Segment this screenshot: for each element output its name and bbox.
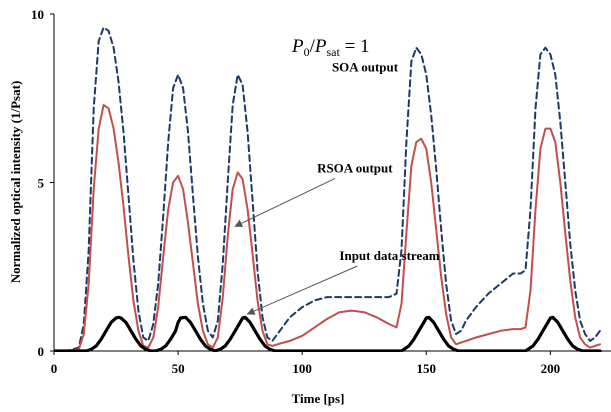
x-tick-label: 50 bbox=[172, 361, 185, 376]
formula-label: P0/Psat = 1 bbox=[291, 36, 370, 59]
y-axis-title: Normalized optical intensity (1/Psat) bbox=[8, 81, 23, 284]
y-tick-label: 5 bbox=[38, 176, 45, 191]
y-tick-label: 10 bbox=[31, 7, 44, 22]
annotation-input-data-stream: Input data stream bbox=[339, 248, 439, 263]
series-line-rsoa-output bbox=[54, 105, 600, 351]
arrow-rsoa-output bbox=[235, 178, 335, 226]
x-axis-title: Time [ps] bbox=[292, 391, 345, 406]
x-ticks: 0 50 100 150 200 bbox=[51, 351, 560, 376]
series-layer bbox=[54, 28, 600, 352]
x-tick-label: 0 bbox=[51, 361, 58, 376]
series-line-soa-output bbox=[54, 28, 600, 352]
x-tick-label: 200 bbox=[541, 361, 561, 376]
annotation-soa-output: SOA output bbox=[332, 59, 399, 74]
x-tick-label: 100 bbox=[292, 361, 312, 376]
series-line-input-data-stream bbox=[54, 317, 600, 351]
annotation-rsoa-output: RSOA output bbox=[317, 160, 393, 175]
y-ticks: 0 5 10 bbox=[31, 7, 54, 359]
y-tick-label: 0 bbox=[38, 344, 45, 359]
x-tick-label: 150 bbox=[417, 361, 437, 376]
